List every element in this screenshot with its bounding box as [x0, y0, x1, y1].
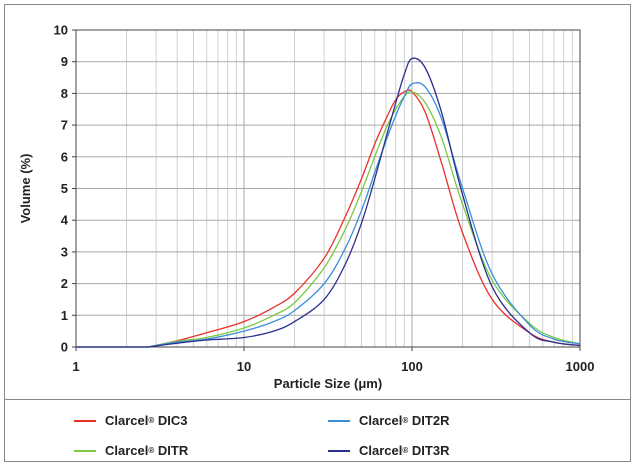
legend-swatch	[328, 449, 350, 452]
x-tick-label: 1	[72, 359, 79, 374]
legend-model: DITR	[157, 443, 189, 458]
legend-item-dit2r: Clarcel ® DIT2R	[328, 413, 449, 428]
legend-brand: Clarcel	[359, 443, 403, 458]
x-tick-label: 10	[237, 359, 251, 374]
x-tick-label: 1000	[566, 359, 595, 374]
chart-series	[76, 57, 581, 348]
series-line-0	[76, 89, 581, 348]
legend-brand: Clarcel	[359, 413, 403, 428]
legend-model: DIT3R	[411, 443, 450, 458]
legend-model: DIT2R	[411, 413, 450, 428]
y-tick-label: 1	[61, 308, 68, 323]
legend-reg-mark: ®	[148, 446, 155, 455]
series-line-1	[76, 90, 581, 348]
y-tick-label: 3	[61, 244, 68, 259]
legend-item-dic3: Clarcel ® DIC3	[74, 413, 188, 428]
y-axis-label: Volume (%)	[18, 154, 33, 224]
legend-swatch	[74, 449, 96, 452]
legend-reg-mark: ®	[402, 446, 409, 455]
legend-swatch	[328, 419, 350, 422]
series-line-2	[76, 82, 581, 348]
y-tick-label: 9	[61, 54, 68, 69]
y-tick-label: 5	[61, 181, 68, 196]
y-tick-label: 2	[61, 276, 68, 291]
y-tick-label: 6	[61, 149, 68, 164]
legend-swatch	[74, 419, 96, 422]
legend-item-ditr: Clarcel ® DITR	[74, 443, 188, 458]
y-tick-label: 7	[61, 118, 68, 133]
legend-model: DIC3	[157, 413, 188, 428]
series-line-3	[76, 57, 581, 348]
legend-divider	[4, 399, 631, 400]
legend-reg-mark: ®	[148, 416, 155, 425]
y-tick-label: 8	[61, 86, 68, 101]
y-tick-label: 0	[61, 340, 68, 355]
legend-brand: Clarcel	[105, 443, 149, 458]
legend-item-dit3r: Clarcel ® DIT3R	[328, 443, 449, 458]
chart-grid	[76, 30, 580, 347]
legend-brand: Clarcel	[105, 413, 149, 428]
x-tick-label: 100	[401, 359, 423, 374]
y-tick-label: 10	[54, 23, 68, 38]
legend-reg-mark: ®	[402, 416, 409, 425]
y-tick-label: 4	[61, 213, 69, 228]
x-axis-label: Particle Size (μm)	[274, 376, 382, 391]
figure-frame	[4, 4, 631, 462]
